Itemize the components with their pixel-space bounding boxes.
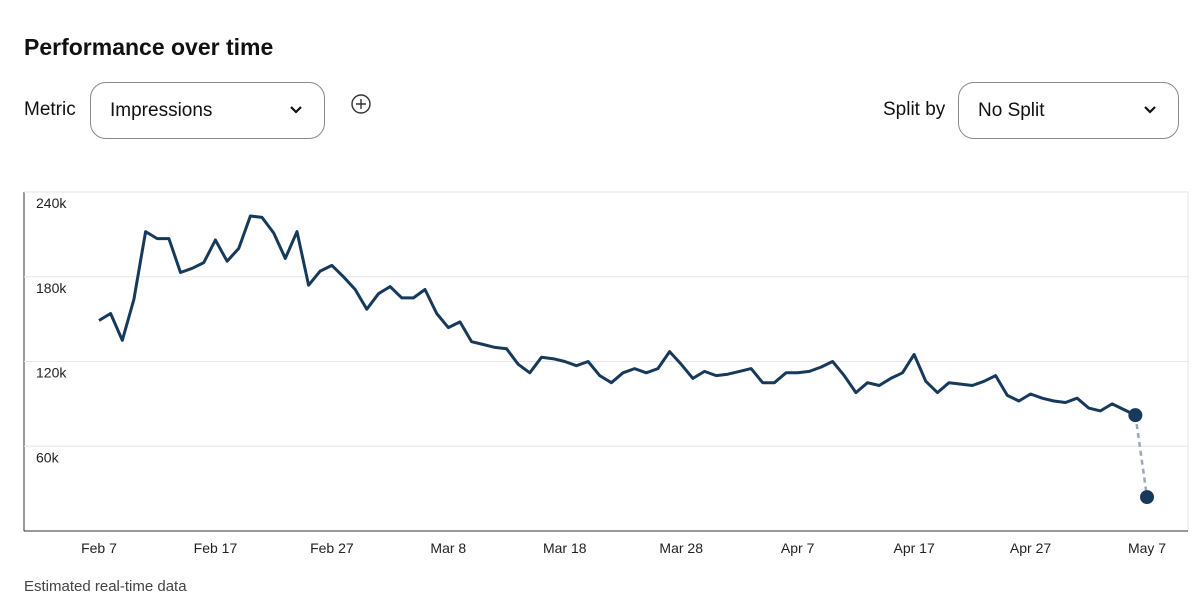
split-value: No Split — [978, 99, 1045, 121]
x-tick-label: Feb 7 — [81, 540, 117, 556]
section-title: Performance over time — [24, 34, 274, 60]
split-label: Split by — [883, 99, 946, 120]
chevron — [290, 106, 302, 114]
chevron — [1144, 106, 1156, 114]
metric-dropdown[interactable]: Impressions — [90, 82, 325, 139]
x-tick-label: Feb 27 — [310, 540, 354, 556]
x-tick-label: Apr 17 — [893, 540, 934, 556]
x-tick-label: Mar 8 — [430, 540, 466, 556]
x-tick-label: Feb 17 — [194, 540, 238, 556]
x-tick-label: Apr 27 — [1010, 540, 1051, 556]
x-tick-label: May 7 — [1128, 540, 1166, 556]
y-tick-label: 180k — [36, 280, 67, 296]
dashed-line — [1134, 415, 1149, 498]
metric-value: Impressions — [110, 99, 213, 121]
footer-note: Estimated real-time data — [24, 578, 187, 595]
x-tick-label: Mar 28 — [659, 540, 703, 556]
point — [1128, 408, 1143, 423]
x-tick-label: Apr 7 — [781, 540, 815, 556]
y-tick-label: 60k — [36, 449, 60, 465]
line — [98, 214, 1137, 417]
split-dropdown[interactable]: No Split — [958, 82, 1179, 139]
y-tick-label: 120k — [36, 365, 67, 381]
add-metric[interactable] — [350, 93, 372, 115]
metric-label: Metric — [24, 99, 76, 120]
y-tick-label: 240k — [36, 195, 67, 211]
point — [1140, 490, 1154, 505]
x-tick-label: Mar 18 — [543, 540, 587, 556]
